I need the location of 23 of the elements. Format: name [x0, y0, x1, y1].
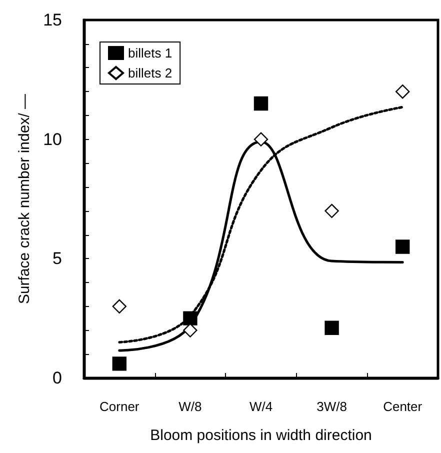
legend-label: billets 2	[128, 66, 172, 80]
point	[396, 240, 410, 254]
x-tick-label: W/4	[249, 399, 273, 414]
point	[183, 311, 198, 326]
point	[254, 132, 268, 146]
point	[324, 204, 339, 218]
point	[324, 320, 339, 335]
point	[254, 96, 268, 111]
y-tick-label: 0	[52, 368, 62, 388]
point	[112, 299, 126, 314]
y-tick-label: 10	[43, 130, 62, 149]
x-axis-title: Bloom positions in width direction	[150, 427, 372, 444]
x-tick-label: 3W/8	[316, 399, 347, 414]
point	[183, 323, 198, 338]
legend-label: billets 1	[128, 46, 172, 60]
x-tick-label: Center	[383, 399, 423, 414]
y-tick-label: 15	[43, 10, 62, 30]
point	[112, 356, 126, 371]
x-tick-label: W/8	[178, 399, 202, 414]
y-axis-title: Surface crack number index/ —	[16, 94, 34, 304]
point	[396, 84, 410, 99]
y-tick-label: 5	[52, 249, 62, 268]
x-tick-label: Corner	[100, 399, 140, 414]
